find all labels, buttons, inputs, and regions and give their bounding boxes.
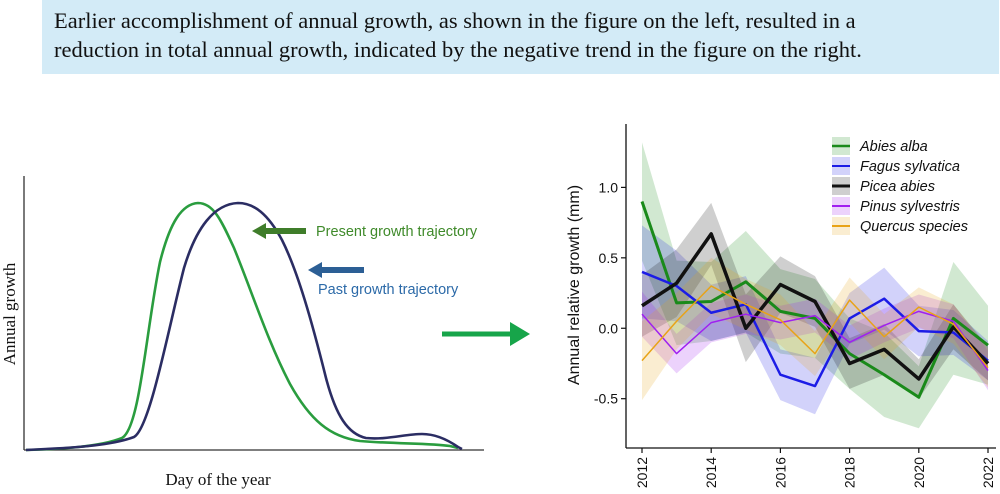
- past-trajectory-arrow: [308, 262, 364, 278]
- x-tick-label: 2012: [634, 457, 650, 488]
- present-trajectory-label: Present growth trajectory: [316, 224, 478, 240]
- caption-line-2: reduction in total annual growth, indica…: [54, 37, 862, 62]
- x-tick-label: 2014: [703, 457, 719, 488]
- band-1: [642, 225, 988, 415]
- band-0: [642, 142, 988, 429]
- left-y-label: Annual growth: [0, 262, 19, 365]
- y-tick-label: 1.0: [599, 179, 619, 195]
- series-line-0: [640, 200, 989, 399]
- y-axis-label: Annual relative growth (mm): [566, 185, 583, 385]
- caption-line-1: Earlier accomplishment of annual growth,…: [54, 8, 856, 33]
- caption-text: Earlier accomplishment of annual growth,…: [54, 6, 994, 64]
- present-trajectory-arrow: [252, 223, 306, 239]
- right-chart: -0.5 0.0 0.5 1.0 2012 2014 2016 2018 2020 2022 A…: [566, 124, 996, 488]
- legend-label: Pinus sylvestris: [860, 199, 960, 215]
- y-ticks: -0.5 0.0 0.5 1.0: [594, 179, 626, 407]
- series-line-1: [641, 270, 989, 388]
- x-tick-label: 2022: [980, 457, 996, 488]
- x-tick-label: 2016: [772, 457, 788, 488]
- series-line-3: [641, 310, 989, 371]
- x-ticks: 2012 2014 2016 2018 2020 2022: [634, 448, 996, 488]
- past-growth-curve: [25, 201, 463, 452]
- series-lines: [640, 200, 990, 399]
- series-line-4: [641, 285, 989, 369]
- legend-label: Quercus species: [860, 219, 968, 235]
- legend-label: Picea abies: [860, 179, 935, 195]
- legend-label: Fagus sylvatica: [860, 159, 960, 175]
- y-tick-label: 0.0: [599, 320, 619, 336]
- y-tick-label: 0.5: [599, 250, 619, 266]
- x-tick-label: 2018: [842, 457, 858, 488]
- legend: Abies alba Fagus sylvatica Picea abies Pinu…: [832, 137, 968, 235]
- left-x-label: Day of the year: [165, 470, 271, 489]
- transition-arrow: [442, 322, 530, 346]
- present-growth-curve: [25, 201, 459, 452]
- band-4: [642, 257, 988, 401]
- past-trajectory-label: Past growth trajectory: [318, 282, 459, 298]
- legend-label: Abies alba: [859, 139, 928, 155]
- left-figure: Annual growth Day of the year Present gr…: [0, 176, 530, 489]
- x-tick-label: 2020: [911, 457, 927, 488]
- y-tick-label: -0.5: [594, 391, 618, 407]
- caption-banner: Earlier accomplishment of annual growth,…: [42, 0, 999, 74]
- series-line-2: [641, 232, 990, 381]
